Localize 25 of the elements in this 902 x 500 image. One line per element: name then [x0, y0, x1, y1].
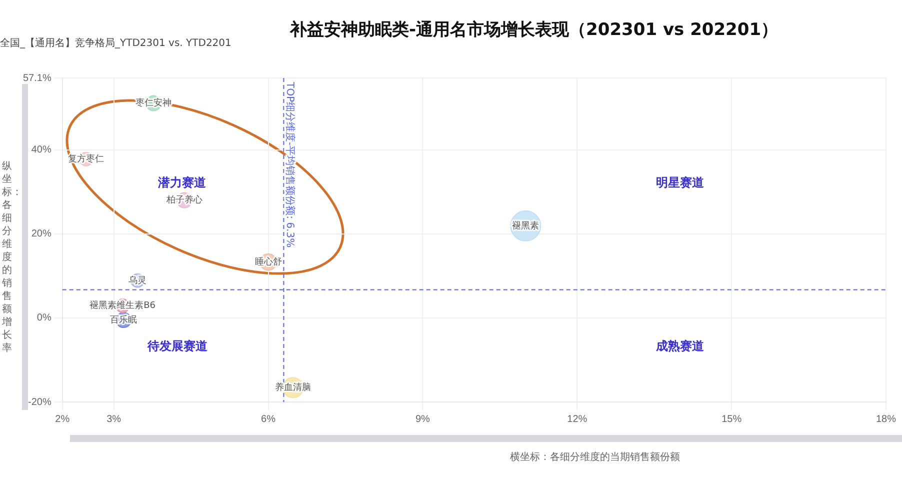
x-axis-title: 横坐标：各细分维度的当期销售额份额 [510, 450, 680, 464]
series-label: 乌灵 [128, 274, 147, 286]
x-tick-label: 2% [55, 414, 70, 425]
y-tick-label: 20% [31, 228, 52, 240]
y-tick-label: -20% [28, 396, 52, 408]
y-tick-label: 0% [36, 312, 52, 324]
x-tick-label: 6% [261, 414, 276, 425]
chart-subtitle: 全国_【通用名】竞争格局_YTD2301 vs. YTD2201 [0, 36, 232, 50]
annotation: 成熟赛道 [655, 339, 706, 354]
series-label: 柏子养心 [165, 194, 202, 206]
text: 纵坐标：各细分维度的销售额增长率 [2, 161, 22, 354]
series-label: 睡心舒 [254, 256, 282, 268]
annotation: 待发展赛道 [146, 339, 209, 354]
x-tick-label: 18% [876, 414, 896, 425]
annotation: 潜力赛道 [156, 175, 207, 190]
y-tick-label: 40% [31, 144, 52, 156]
chart-title: 补益安神助眠类-通用名市场增长表现（202301 vs 202201） [290, 19, 778, 41]
annotation: 明星赛道 [656, 175, 706, 190]
series-label: 褪黑素 [512, 220, 540, 232]
x-tick-label: 3% [106, 414, 122, 425]
x-tick-label: 15% [722, 414, 742, 425]
ref-line-label: TOP细分维度-平均销售额份额: 6.3% [284, 81, 296, 248]
y-tick-label: 57.1% [22, 72, 52, 84]
x-tick-label: 12% [567, 414, 588, 425]
x-tick-label: 9% [415, 414, 430, 425]
